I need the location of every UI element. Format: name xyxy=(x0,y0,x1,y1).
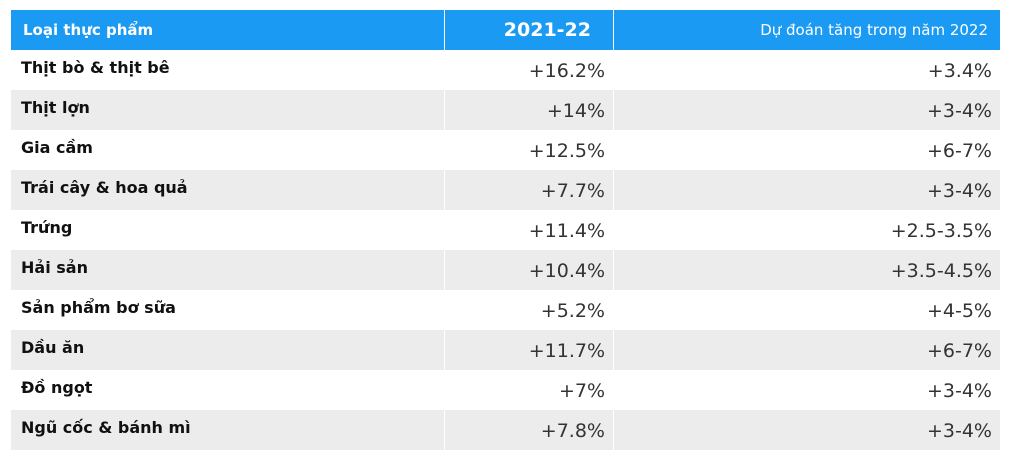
forecast-2022-cell: +3-4% xyxy=(613,410,1000,450)
change-2021-22-cell: +11.7% xyxy=(444,330,613,370)
table-row: Trái cây & hoa quả +7.7% +3-4% xyxy=(11,170,1000,210)
food-type-cell: Gia cầm xyxy=(21,138,93,157)
food-type-cell: Hải sản xyxy=(21,258,88,277)
forecast-2022-cell: +2.5-3.5% xyxy=(613,210,1000,250)
food-type-cell: Ngũ cốc & bánh mì xyxy=(21,418,191,437)
table-row: Đồ ngọt +7% +3-4% xyxy=(11,370,1000,410)
change-2021-22-cell: +10.4% xyxy=(444,250,613,290)
table-row: Gia cầm +12.5% +6-7% xyxy=(11,130,1000,170)
change-2021-22-cell: +7% xyxy=(444,370,613,410)
change-2021-22-cell: +16.2% xyxy=(444,50,613,90)
forecast-2022-cell: +3-4% xyxy=(613,90,1000,130)
forecast-2022-cell: +4-5% xyxy=(613,290,1000,330)
food-type-cell: Thịt lợn xyxy=(21,98,90,117)
table-header-row: Loại thực phẩm 2021-22 Dự đoán tăng tron… xyxy=(11,10,1000,50)
food-type-cell: Sản phẩm bơ sữa xyxy=(21,298,176,317)
header-2021-22: 2021-22 xyxy=(444,10,613,50)
food-type-cell: Thịt bò & thịt bê xyxy=(21,58,170,77)
table-row: Thịt lợn +14% +3-4% xyxy=(11,90,1000,130)
forecast-2022-cell: +3-4% xyxy=(613,170,1000,210)
change-2021-22-cell: +7.7% xyxy=(444,170,613,210)
header-forecast-2022: Dự đoán tăng trong năm 2022 xyxy=(613,10,1000,50)
change-2021-22-cell: +5.2% xyxy=(444,290,613,330)
forecast-2022-cell: +3.4% xyxy=(613,50,1000,90)
forecast-2022-cell: +3-4% xyxy=(613,370,1000,410)
food-type-cell: Trứng xyxy=(21,218,73,237)
change-2021-22-cell: +7.8% xyxy=(444,410,613,450)
change-2021-22-cell: +12.5% xyxy=(444,130,613,170)
change-2021-22-cell: +14% xyxy=(444,90,613,130)
table-row: Thịt bò & thịt bê +16.2% +3.4% xyxy=(11,50,1000,90)
table-row: Dầu ăn +11.7% +6-7% xyxy=(11,330,1000,370)
food-type-cell: Trái cây & hoa quả xyxy=(21,178,188,197)
table-row: Ngũ cốc & bánh mì +7.8% +3-4% xyxy=(11,410,1000,450)
food-type-cell: Dầu ăn xyxy=(21,338,85,357)
food-type-cell: Đồ ngọt xyxy=(21,378,93,397)
forecast-2022-cell: +6-7% xyxy=(613,330,1000,370)
table-row: Sản phẩm bơ sữa +5.2% +4-5% xyxy=(11,290,1000,330)
table-row: Hải sản +10.4% +3.5-4.5% xyxy=(11,250,1000,290)
forecast-2022-cell: +3.5-4.5% xyxy=(613,250,1000,290)
price-change-table: Loại thực phẩm 2021-22 Dự đoán tăng tron… xyxy=(11,10,1000,450)
table-row: Trứng +11.4% +2.5-3.5% xyxy=(11,210,1000,250)
change-2021-22-cell: +11.4% xyxy=(444,210,613,250)
forecast-2022-cell: +6-7% xyxy=(613,130,1000,170)
header-food-type: Loại thực phẩm xyxy=(23,21,154,39)
